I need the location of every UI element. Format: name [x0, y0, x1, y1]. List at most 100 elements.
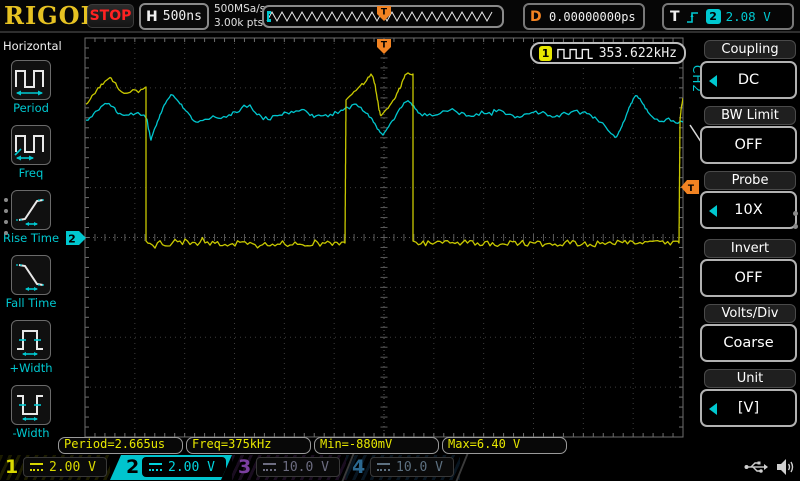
run-state-button[interactable]: STOP: [87, 4, 134, 28]
volts-div-value: Coarse: [723, 335, 774, 351]
invert-value: OFF: [734, 270, 763, 286]
freq-button[interactable]: [11, 125, 51, 165]
delay-value: 0.00000000ps: [548, 9, 636, 24]
trigger-readout-box: T 2 2.08 V: [662, 3, 794, 30]
menu-label-probe: Probe: [704, 171, 796, 190]
dc-coupling-icon: [377, 463, 390, 471]
channel-menu-panel: CH2 Coupling DC BW Limit OFF Probe 10X I…: [688, 35, 800, 458]
svg-text:2: 2: [68, 233, 76, 246]
horizontal-timebase-box[interactable]: H 500ns: [139, 3, 209, 30]
trigger-position-marker[interactable]: T: [377, 39, 391, 54]
menu-label-unit: Unit: [704, 369, 796, 388]
menu-value-unit[interactable]: [V]: [700, 389, 797, 427]
channel-1-volts: 2.00 V: [49, 459, 96, 475]
left-arrow-icon: [709, 75, 717, 87]
memory-waveform-preview: [266, 10, 493, 23]
page-dot: [793, 224, 798, 229]
sidebar-item-freq: Freq: [0, 125, 62, 180]
nwidth-button[interactable]: [11, 385, 51, 425]
rise-time-icon: [16, 199, 46, 226]
period-button[interactable]: [11, 60, 51, 100]
usb-icon: [744, 461, 768, 473]
ch2-ground-marker[interactable]: 2: [66, 231, 86, 246]
dc-coupling-icon: [149, 463, 162, 471]
menu-value-bw-limit[interactable]: OFF: [700, 126, 797, 164]
channel-4-volts: 10.0 V: [396, 459, 443, 475]
menu-value-invert[interactable]: OFF: [700, 259, 797, 297]
delay-readout-box: D 0.00000000ps: [523, 3, 645, 30]
nwidth-label: -Width: [12, 426, 50, 440]
nwidth-icon: [17, 395, 43, 421]
page-dot: [4, 220, 8, 224]
channel-2-volts: 2.00 V: [168, 459, 215, 475]
channel-status-bar: 1 2.00 V 2 2.00 V 3 10.0 V 4 10.0 V: [0, 454, 800, 481]
square-wave-icon: [557, 48, 593, 59]
pwidth-button[interactable]: [11, 320, 51, 360]
menu-value-volts-div[interactable]: Coarse: [700, 324, 797, 362]
timebase-value: 500ns: [162, 9, 202, 24]
dc-coupling-icon: [263, 463, 276, 471]
horizontal-measure-menu: Horizontal Period Freq: [0, 35, 62, 455]
channel-4-segment[interactable]: 4 10.0 V: [346, 455, 460, 480]
dc-coupling-icon: [30, 463, 43, 471]
menu-value-probe[interactable]: 10X: [700, 191, 797, 229]
measurement-min: Min=-880mV: [314, 437, 439, 454]
fall-time-icon: [16, 264, 46, 291]
sidebar-item-period: Period: [0, 60, 62, 115]
probe-value: 10X: [734, 202, 763, 218]
freq-icon: [14, 135, 44, 161]
period-icon: [15, 70, 44, 96]
rising-edge-icon: [686, 11, 698, 23]
measurement-period: Period=2.665us: [58, 437, 183, 454]
memory-depth: 3.00k pts: [214, 17, 264, 29]
trigger-label: T: [670, 8, 680, 25]
delay-label: D: [530, 8, 542, 25]
h-label: H: [146, 8, 158, 25]
measurement-max: Max=6.40 V: [442, 437, 567, 454]
sidebar-title: Horizontal: [3, 39, 62, 53]
sample-rate: 500MSa/s: [214, 3, 266, 15]
page-dot: [793, 211, 798, 216]
acquisition-info: 500MSa/s 3.00k pts: [214, 2, 265, 30]
svg-text:T: T: [381, 41, 388, 51]
top-status-bar: RIGOL STOP H 500ns 500MSa/s 3.00k pts D …: [0, 0, 800, 33]
menu-label-bw-limit: BW Limit: [704, 106, 796, 125]
traces: [85, 72, 683, 249]
sidebar-item-rise-time: Rise Time: [0, 190, 62, 245]
pwidth-icon: [17, 330, 43, 356]
freq-label: Freq: [18, 166, 44, 180]
channel-1-number: 1: [5, 456, 19, 478]
rigol-logo: RIGOL: [4, 1, 99, 30]
page-dot: [4, 209, 8, 213]
menu-value-coupling[interactable]: DC: [700, 61, 797, 99]
channel-3-segment[interactable]: 3 10.0 V: [232, 455, 346, 480]
menu-label-volts-div: Volts/Div: [704, 304, 796, 323]
channel-1-segment[interactable]: 1 2.00 V: [0, 455, 110, 480]
left-arrow-icon: [709, 403, 717, 415]
graticule: [84, 37, 684, 438]
waveform-memory-position-bar: [262, 5, 504, 28]
sidebar-item-nwidth: -Width: [0, 385, 62, 440]
channel-3-volts: 10.0 V: [282, 459, 329, 475]
menu-label-coupling: Coupling: [704, 40, 796, 59]
fall-time-label: Fall Time: [5, 296, 57, 310]
menu-label-invert: Invert: [704, 239, 796, 258]
channel-2-number: 2: [126, 456, 140, 478]
rise-time-button[interactable]: [11, 190, 51, 230]
page-dot: [4, 231, 8, 235]
sidebar-item-fall-time: Fall Time: [0, 255, 62, 310]
speaker-icon: [777, 459, 794, 475]
channel-4-number: 4: [352, 456, 366, 478]
rise-time-label: Rise Time: [2, 231, 60, 245]
bw-limit-value: OFF: [734, 137, 763, 153]
fall-time-button[interactable]: [11, 255, 51, 295]
sidebar-item-pwidth: +Width: [0, 320, 62, 375]
channel-3-number: 3: [238, 456, 252, 478]
pwidth-label: +Width: [9, 361, 53, 375]
unit-value: [V]: [737, 400, 760, 416]
status-icons: [744, 458, 796, 476]
trigger-source-badge: 2: [705, 9, 721, 24]
channel-2-segment[interactable]: 2 2.00 V: [110, 455, 232, 480]
page-dot: [4, 198, 8, 202]
